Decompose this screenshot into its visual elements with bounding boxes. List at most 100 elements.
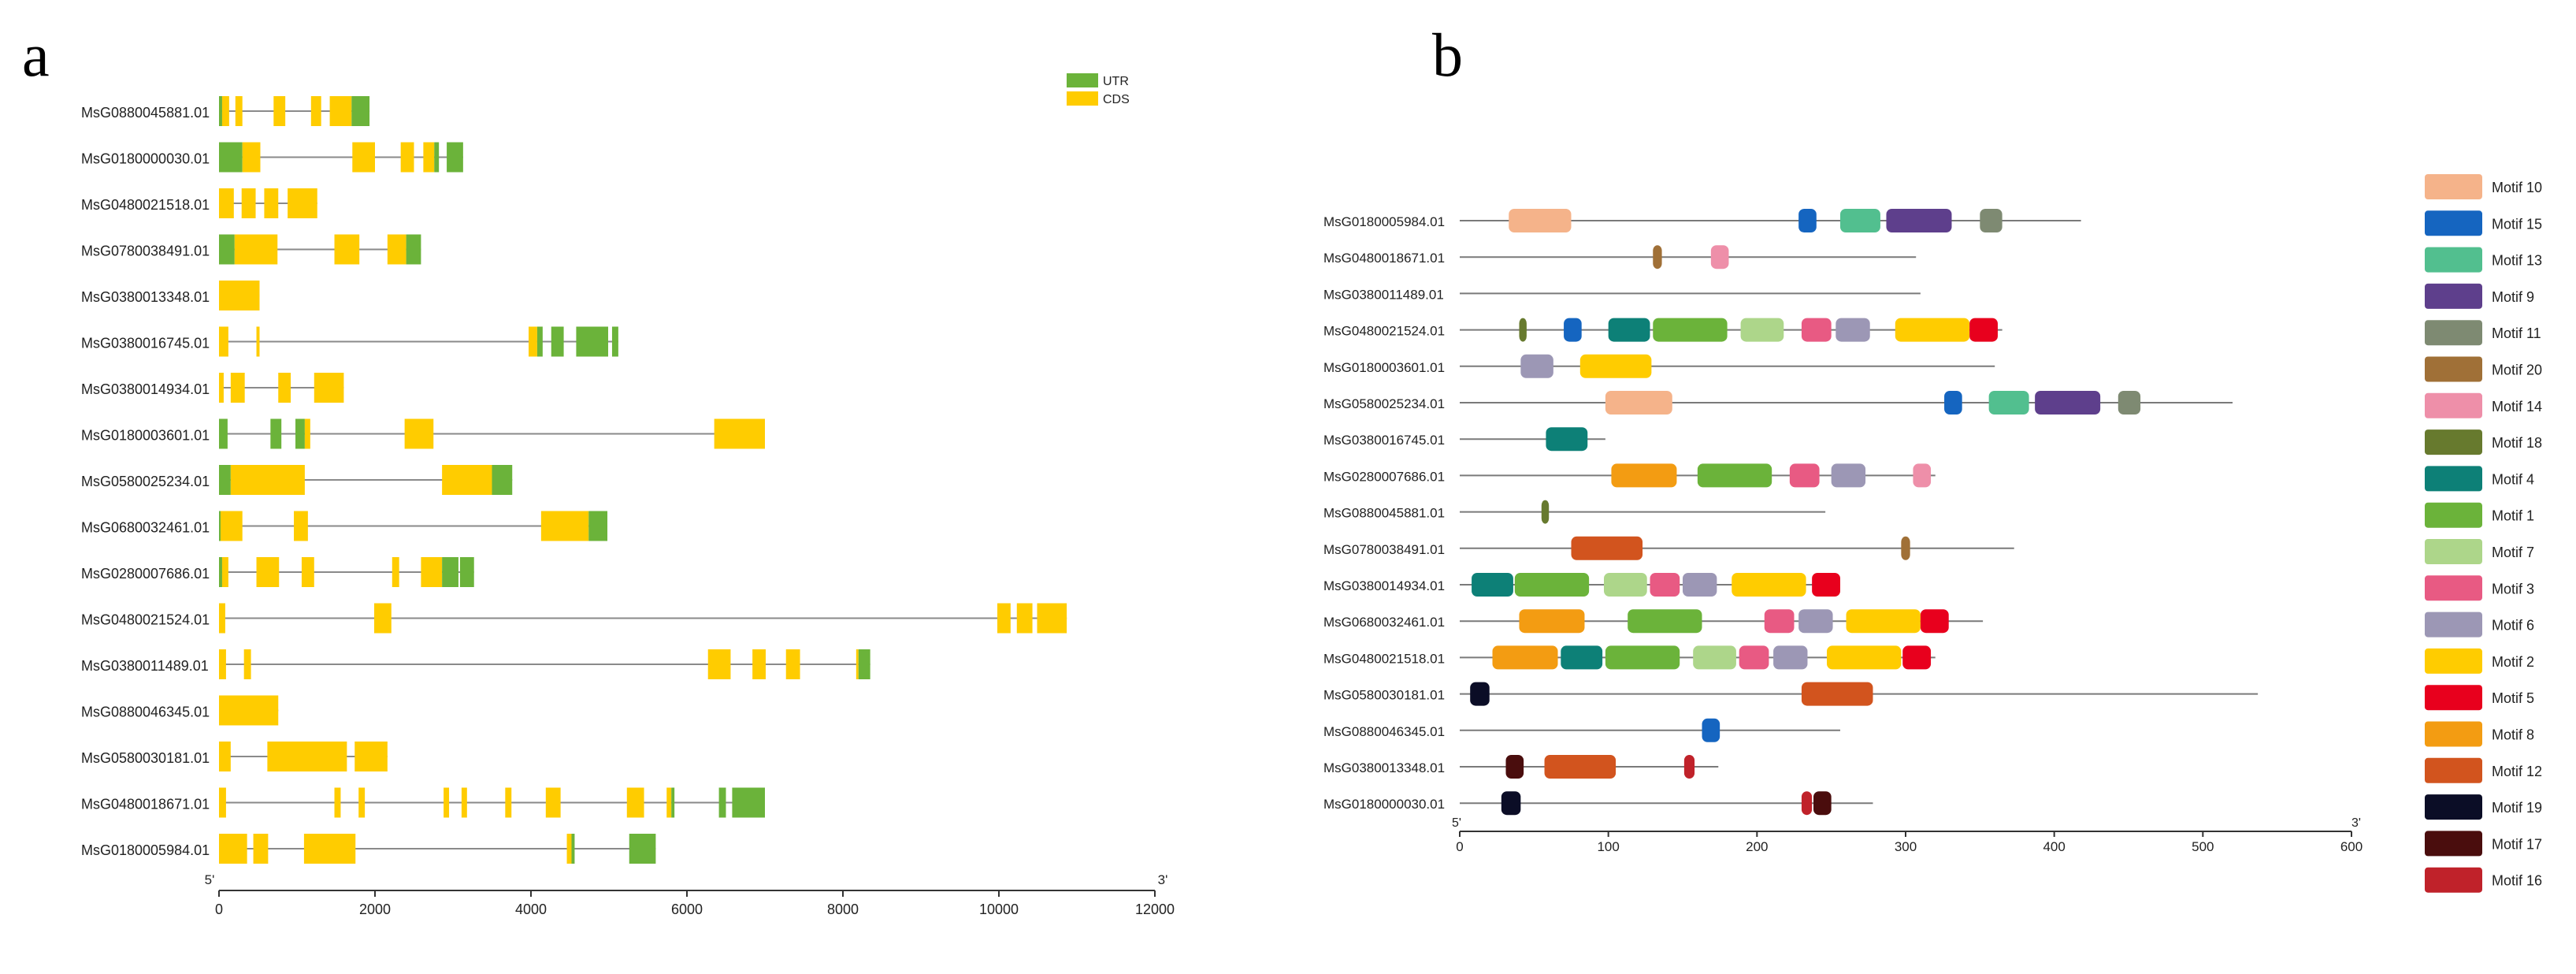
protein-label: MsG0880046345.01	[1323, 724, 1445, 739]
panel-a-letter: a	[22, 20, 50, 89]
motif-box	[1969, 318, 1998, 342]
cds-block	[219, 695, 279, 726]
tick-label: 100	[1597, 839, 1619, 854]
legend-label: Motif 20	[2492, 362, 2542, 378]
protein-label: MsG0380013348.01	[1323, 760, 1445, 775]
cds-block	[221, 557, 228, 587]
cds-block	[288, 188, 317, 218]
cds-block	[219, 326, 228, 357]
motif-box	[1988, 391, 2029, 415]
gene-label: MsG0880045881.01	[81, 105, 210, 121]
motif-box	[1653, 245, 1662, 270]
cds-block	[219, 188, 234, 218]
motif-box	[1697, 463, 1772, 488]
legend-swatch	[2425, 283, 2482, 309]
legend-swatch	[2425, 466, 2482, 492]
motif-box	[1798, 609, 1833, 634]
motif-box	[1492, 645, 1558, 670]
motif-box	[1764, 609, 1795, 634]
utr-block	[219, 418, 228, 449]
motif-box	[1886, 209, 1952, 232]
cds-block	[404, 418, 434, 449]
tick-label: 2000	[359, 902, 391, 917]
protein-label: MsG0280007686.01	[1323, 469, 1445, 484]
gene-label: MsG0580030181.01	[81, 750, 210, 766]
motif-box	[1650, 573, 1680, 597]
legend-label: Motif 5	[2492, 690, 2534, 706]
motif-box	[1564, 318, 1582, 342]
utr-block	[442, 557, 458, 587]
utr-block	[588, 511, 608, 541]
utr-block	[732, 787, 765, 818]
motif-box	[1839, 209, 1880, 232]
motif-box	[1835, 318, 1870, 342]
gene-label: MsG0180005984.01	[81, 842, 210, 858]
cds-block	[242, 142, 261, 173]
legend-swatch	[2425, 685, 2482, 711]
gene-label: MsG0380011489.01	[81, 658, 209, 674]
cds-block	[314, 373, 344, 403]
legend-label: Motif 4	[2492, 471, 2534, 487]
motif-box	[1519, 609, 1585, 634]
legend-swatch	[2425, 575, 2482, 601]
legend-label: Motif 11	[2492, 325, 2541, 341]
legend-swatch	[2425, 794, 2482, 820]
gene-label: MsG0180003601.01	[81, 428, 210, 444]
motif-box	[1514, 573, 1590, 597]
utr-block	[447, 142, 463, 173]
legend-swatch	[2425, 721, 2482, 747]
utr-block	[219, 96, 222, 126]
utr-block	[611, 326, 618, 357]
utr-block	[270, 418, 282, 449]
cds-block	[1016, 603, 1033, 634]
motif-box	[1571, 536, 1643, 560]
cds-block	[421, 557, 443, 587]
gene-label: MsG0580025234.01	[81, 474, 210, 489]
legend-label: Motif 19	[2492, 800, 2542, 816]
cds-block	[423, 142, 435, 173]
cds-block	[714, 418, 765, 449]
legend-label: CDS	[1103, 93, 1130, 106]
protein-label: MsG0680032461.01	[1323, 615, 1445, 630]
motif-box	[1561, 645, 1603, 670]
gene-label: MsG0380016745.01	[81, 336, 210, 351]
legend-label: Motif 14	[2492, 399, 2542, 415]
axis-start-label: 5'	[205, 872, 215, 887]
cds-block	[219, 373, 224, 403]
legend-label: Motif 9	[2492, 289, 2534, 305]
utr-block	[858, 649, 870, 679]
legend-swatch	[2425, 831, 2482, 857]
cds-block	[566, 834, 572, 864]
gene-structure-panel: MsG0880045881.01 MsG0180000030.01 MsG04800…	[81, 73, 1175, 917]
cds-block	[230, 373, 245, 403]
motif-box	[1608, 318, 1650, 342]
gene-label: MsG0480018671.01	[81, 797, 210, 812]
cds-block	[387, 234, 406, 265]
legend-label: Motif 3	[2492, 581, 2534, 597]
cds-block	[304, 418, 310, 449]
legend-swatch	[2425, 429, 2482, 455]
motif-box	[2035, 391, 2101, 415]
protein-label: MsG0180005984.01	[1323, 214, 1445, 229]
axis-end-label: 3'	[1158, 872, 1168, 887]
legend-swatch	[2425, 502, 2482, 528]
motif-box	[1812, 573, 1840, 597]
utr-block	[219, 511, 221, 541]
motif-box	[1544, 755, 1616, 779]
utr-block	[718, 787, 726, 818]
cds-block	[707, 649, 731, 679]
motif-box	[1813, 791, 1832, 816]
cds-block	[752, 649, 766, 679]
protein-label: MsG0480021524.01	[1323, 324, 1445, 339]
motif-box	[1801, 791, 1813, 816]
gene-label: MsG0180000030.01	[81, 151, 210, 167]
legend-swatch	[2425, 648, 2482, 674]
gene-label: MsG0280007686.01	[81, 566, 210, 582]
motif-box	[1902, 645, 1932, 670]
utr-block	[459, 557, 474, 587]
tick-label: 500	[2192, 839, 2214, 854]
cds-block	[785, 649, 800, 679]
motif-box	[1732, 573, 1806, 597]
gene-label: MsG0680032461.01	[81, 520, 210, 536]
motif-box	[1827, 645, 1902, 670]
